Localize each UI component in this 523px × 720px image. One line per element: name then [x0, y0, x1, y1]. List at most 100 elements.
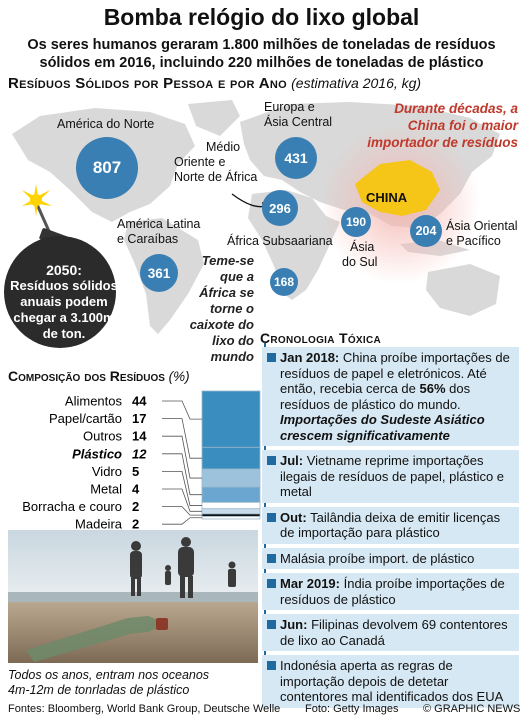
- greenland-shape: [188, 100, 240, 136]
- china-label: CHINA: [366, 190, 408, 205]
- composition-connector: [162, 400, 202, 420]
- composition-connector: [162, 471, 202, 506]
- timeline-highlight: 56%: [419, 381, 446, 396]
- china-note: Durante décadas, a China foi o maior imp…: [367, 101, 518, 150]
- timeline-marker-icon: [267, 661, 276, 670]
- bomb-icon: [4, 184, 116, 348]
- bubble-south-asia: 190: [341, 207, 371, 237]
- composition-segment: [201, 486, 261, 503]
- timeline-heading: Cronologia Tóxica: [260, 330, 381, 346]
- composition-connector: [162, 453, 202, 496]
- page-title: Bomba relógio do lixo global: [103, 4, 420, 30]
- china-shape: [355, 160, 440, 216]
- timeline-marker-icon: [267, 456, 276, 465]
- composition-segment: [201, 508, 261, 515]
- beach-photo: [8, 530, 258, 663]
- timeline-list: Jan 2018: China proíbe importações de re…: [262, 347, 519, 712]
- composition-connector: [162, 488, 202, 512]
- timeline-marker-icon: [267, 512, 276, 522]
- composition-category-label: Alimentos: [65, 394, 123, 409]
- timeline-date: Jul:: [280, 453, 304, 468]
- composition-connector: [162, 517, 202, 525]
- timeline-text: China proíbe importações de resíduos de …: [280, 350, 510, 396]
- composition-category-label: Borracha e couro: [22, 499, 122, 514]
- timeline-emphasis: Importações do Sudeste Asiático crescem …: [280, 412, 485, 443]
- timeline-item: Jan 2018: China proíbe importações de re…: [262, 347, 519, 446]
- timeline-marker-icon: [267, 553, 276, 563]
- timeline-text: Indonésia aperta as regras de importação…: [280, 658, 504, 704]
- composition-category-label: Vidro: [92, 464, 122, 479]
- timeline-item: Jul: Vietname reprime importações ilegai…: [262, 450, 519, 503]
- composition-heading: Composição dos Resíduos (%): [8, 368, 190, 384]
- timeline-marker-icon: [267, 579, 276, 588]
- composition-value-label: 12: [132, 446, 147, 461]
- composition-category-label: Papel/cartão: [49, 411, 122, 426]
- composition-segment: [201, 501, 261, 510]
- photo-caption: Todos os anos, entram nos oceanos 4m-12m…: [8, 668, 210, 697]
- composition-value-label: 4: [132, 482, 140, 497]
- bubble-sub-saharan: 168: [270, 268, 298, 296]
- bubble-north-america: 807: [76, 137, 138, 199]
- map-heading-text: Resíduos Sólidos por Pessoa e por Ano: [8, 75, 287, 92]
- footer-credit: © GRAPHIC NEWS: [423, 703, 521, 715]
- timeline-date: Out:: [280, 509, 307, 525]
- composition-value-label: 5: [132, 464, 139, 479]
- bubble-east-asia: 204: [410, 215, 442, 247]
- region-label-south-asia: Ásia do Sul: [342, 240, 378, 269]
- bomb-text: 2050: Resíduos sólidos anuais podem cheg…: [10, 262, 118, 341]
- timeline-text: Tailândia deixa de emitir licenças de im…: [280, 509, 501, 541]
- timeline-text: Índia proíbe importações de resíduos de …: [280, 576, 505, 607]
- timeline-item: Mar 2019: Índia proíbe importações de re…: [262, 573, 519, 610]
- map-heading: Resíduos Sólidos por Pessoa e por Ano (e…: [8, 75, 421, 92]
- people-silhouettes: [130, 537, 236, 598]
- region-label-europe: Europa e Ásia Central: [264, 100, 333, 129]
- spark-icon: [22, 184, 52, 216]
- composition-segment: [201, 390, 261, 448]
- bubble-latin-america: 361: [140, 254, 178, 292]
- timeline-text: Filipinas devolvem 69 contentores de lix…: [280, 617, 508, 648]
- composition-segment: [201, 516, 261, 520]
- composition-connector: [162, 435, 202, 479]
- plastic-bottle-icon: [26, 616, 168, 662]
- timeline-text: dos resíduos de plástico do mundo.: [280, 381, 471, 412]
- composition-segment: [201, 446, 261, 470]
- composition-value-label: 2: [132, 517, 139, 530]
- bubble-mena: 296: [262, 190, 298, 226]
- timeline-item: Malásia proíbe import. de plástico: [262, 547, 519, 569]
- composition-category-label: Outros: [83, 429, 123, 444]
- map-heading-note: (estimativa 2016, kg): [291, 75, 422, 91]
- region-label-latin-america: América Latina e Caraíbas: [117, 217, 201, 246]
- timeline-date: Mar 2019:: [280, 576, 340, 591]
- footer-sources: Fontes: Bloomberg, World Bank Group, Deu…: [8, 703, 281, 715]
- composition-category-label: Metal: [90, 482, 122, 497]
- region-label-east-asia: Ásia Oriental e Pacífico: [446, 219, 518, 248]
- timeline-marker-icon: [267, 353, 276, 362]
- timeline-date: Jan 2018:: [280, 350, 340, 365]
- region-label-mena: Médio Oriente e Norte de África: [174, 140, 258, 184]
- region-label-north-america: América do Norte: [57, 117, 155, 131]
- composition-chart: Alimentos 44 Papel/cartão 17 Outros 14 Plástic…: [22, 390, 261, 530]
- subtitle-line-1: Os seres humanos geraram 1.800 milhões d…: [27, 37, 496, 53]
- subtitle-line-2: sólidos em 2016, incluindo 220 milhões d…: [39, 55, 484, 71]
- timeline-text: Vietname reprime importações ilegais de …: [280, 453, 505, 499]
- africa-note: Teme-se que a África se torne o caixote …: [189, 253, 254, 364]
- composition-value-label: 2: [132, 499, 139, 514]
- footer-photo-credit: Foto: Getty Images: [305, 703, 399, 715]
- composition-connector: [162, 418, 202, 459]
- page-subtitle: Os seres humanos geraram 1.800 milhões d…: [0, 36, 523, 72]
- composition-value-label: 44: [132, 394, 147, 409]
- timeline-item: Jun: Filipinas devolvem 69 contentores d…: [262, 614, 519, 651]
- timeline-text: Malásia proíbe import. de plástico: [280, 550, 475, 566]
- australia-shape: [426, 264, 500, 316]
- composition-category-label: Plástico: [72, 446, 122, 461]
- timeline-marker-icon: [267, 620, 276, 629]
- timeline-date: Jun:: [280, 617, 308, 632]
- composition-value-label: 17: [132, 411, 146, 426]
- timeline-item: Out: Tailândia deixa de emitir licenças …: [262, 506, 519, 544]
- composition-category-label: Madeira: [75, 517, 123, 530]
- composition-connector: [162, 506, 202, 516]
- bubble-europe: 431: [275, 137, 317, 179]
- composition-segment: [201, 468, 261, 488]
- timeline-item: Indonésia aperta as regras de importação…: [262, 655, 519, 708]
- region-label-sub-saharan: África Subsaariana: [227, 234, 333, 248]
